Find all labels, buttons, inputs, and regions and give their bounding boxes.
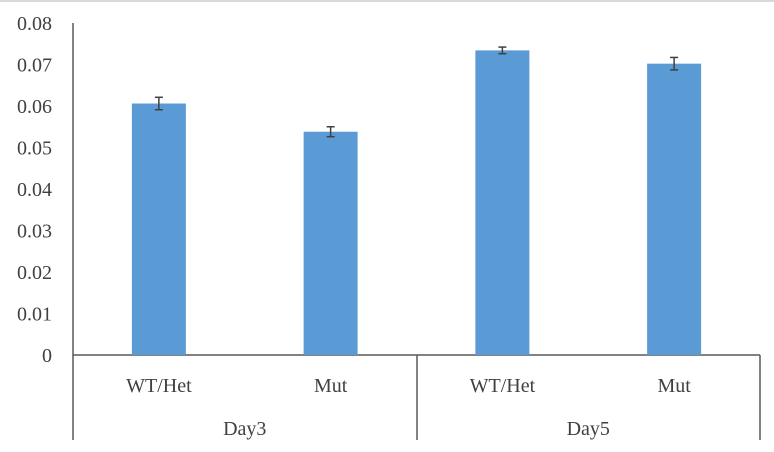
y-tick-label: 0: [42, 345, 52, 367]
bar: [647, 63, 702, 356]
axes: [72, 23, 761, 440]
bar: [131, 103, 186, 355]
y-tick-label: 0.02: [17, 262, 52, 284]
y-tick-label: 0.08: [17, 13, 52, 35]
category-labels: WT/Het Mut WT/Het Mut: [126, 375, 691, 397]
group-labels: Day3 Day5: [223, 418, 610, 440]
y-tick-label: 0.04: [17, 179, 52, 201]
top-border: [0, 0, 774, 2]
category-label: WT/Het: [126, 375, 192, 397]
bar: [475, 50, 530, 355]
group-label: Day3: [223, 418, 266, 440]
bars: [131, 50, 702, 356]
category-label: Mut: [314, 375, 348, 397]
y-tick-label: 0.03: [17, 221, 52, 243]
y-tick-label: 0.07: [17, 55, 52, 77]
y-axis-ticks: 0 0.01 0.02 0.03 0.04 0.05 0.06 0.07 0.08: [17, 13, 52, 367]
bar: [303, 131, 358, 355]
y-tick-label: 0.05: [17, 138, 52, 160]
error-bars: [154, 46, 679, 138]
category-label: WT/Het: [470, 375, 536, 397]
y-tick-label: 0.01: [17, 304, 52, 326]
y-tick-label: 0.06: [17, 96, 52, 118]
group-label: Day5: [567, 418, 610, 440]
category-label: Mut: [657, 375, 691, 397]
